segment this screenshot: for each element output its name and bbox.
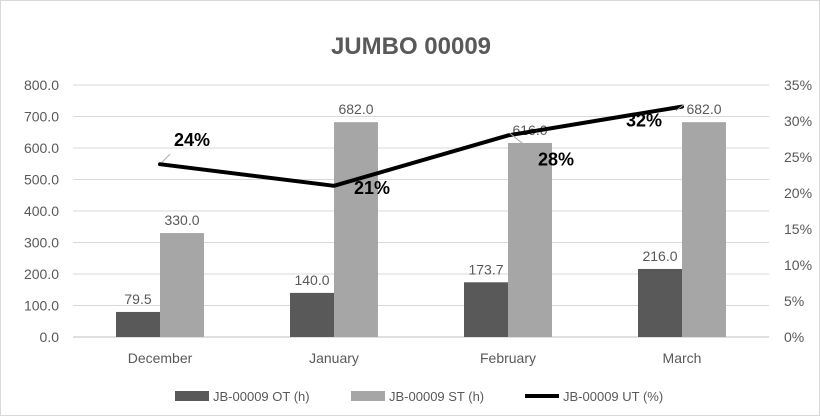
legend: JB-00009 OT (h) JB-00009 ST (h) JB-00009 U… — [175, 389, 663, 404]
bar-data-label: 330.0 — [164, 212, 199, 228]
right-axis-tick-label: 15% — [784, 221, 812, 237]
ut-data-label: 21% — [354, 178, 390, 198]
right-axis-ticks: 0% 5% 10% 15% 20% 25% 30% 35% — [784, 77, 812, 345]
bars — [116, 122, 726, 337]
ut-data-label: 28% — [538, 149, 574, 169]
left-axis-tick-label: 800.0 — [24, 77, 59, 93]
bar — [160, 233, 204, 337]
right-axis-tick-label: 20% — [784, 185, 812, 201]
bar — [638, 268, 682, 337]
category-label: March — [663, 350, 702, 366]
right-axis-tick-label: 0% — [784, 329, 804, 345]
legend-label: JB-00009 ST (h) — [389, 389, 484, 404]
data-label-leader — [509, 133, 531, 150]
right-axis-tick-label: 25% — [784, 149, 812, 165]
bar-data-label: 682.0 — [686, 101, 721, 117]
legend-label: JB-00009 OT (h) — [213, 389, 310, 404]
data-label-leader — [161, 153, 171, 163]
left-axis-tick-label: 100.0 — [24, 298, 59, 314]
bar-data-label: 216.0 — [642, 248, 677, 264]
bar — [290, 292, 334, 337]
legend-swatch — [351, 391, 385, 401]
left-axis-tick-label: 300.0 — [24, 235, 59, 251]
ut-data-label: 24% — [174, 130, 210, 150]
data-label-leader — [675, 104, 685, 111]
bar — [116, 311, 160, 337]
legend-label: JB-00009 UT (%) — [563, 389, 663, 404]
right-axis-tick-label: 5% — [784, 293, 804, 309]
left-axis-tick-label: 700.0 — [24, 109, 59, 125]
ut-data-label: 32% — [626, 111, 662, 131]
category-label: December — [128, 350, 193, 366]
bar — [334, 122, 378, 337]
bar-data-label: 173.7 — [468, 261, 503, 277]
right-axis-tick-label: 10% — [784, 257, 812, 273]
category-label: February — [480, 350, 536, 366]
bar — [508, 142, 552, 337]
chart-title: JUMBO 00009 — [331, 33, 491, 60]
ut-line: 24% 21% 28% 32% — [158, 104, 685, 198]
bar — [464, 282, 508, 337]
left-axis-tick-label: 500.0 — [24, 172, 59, 188]
right-axis-tick-label: 35% — [784, 77, 812, 93]
left-axis-tick-label: 600.0 — [24, 140, 59, 156]
bar-data-label: 79.5 — [124, 291, 151, 307]
category-label: January — [309, 350, 359, 366]
bar — [682, 122, 726, 337]
left-axis-tick-label: 400.0 — [24, 203, 59, 219]
ut-line-path — [158, 104, 684, 188]
right-axis-tick-label: 30% — [784, 113, 812, 129]
bar-data-label: 140.0 — [294, 272, 329, 288]
legend-swatch — [175, 391, 209, 401]
category-axis: December January February March — [128, 350, 702, 366]
left-axis-ticks: 0.0 100.0 200.0 300.0 400.0 500.0 600.0 700.0 80… — [24, 77, 59, 345]
bar-data-label: 682.0 — [338, 101, 373, 117]
left-axis-tick-label: 200.0 — [24, 266, 59, 282]
left-axis-tick-label: 0.0 — [40, 329, 60, 345]
